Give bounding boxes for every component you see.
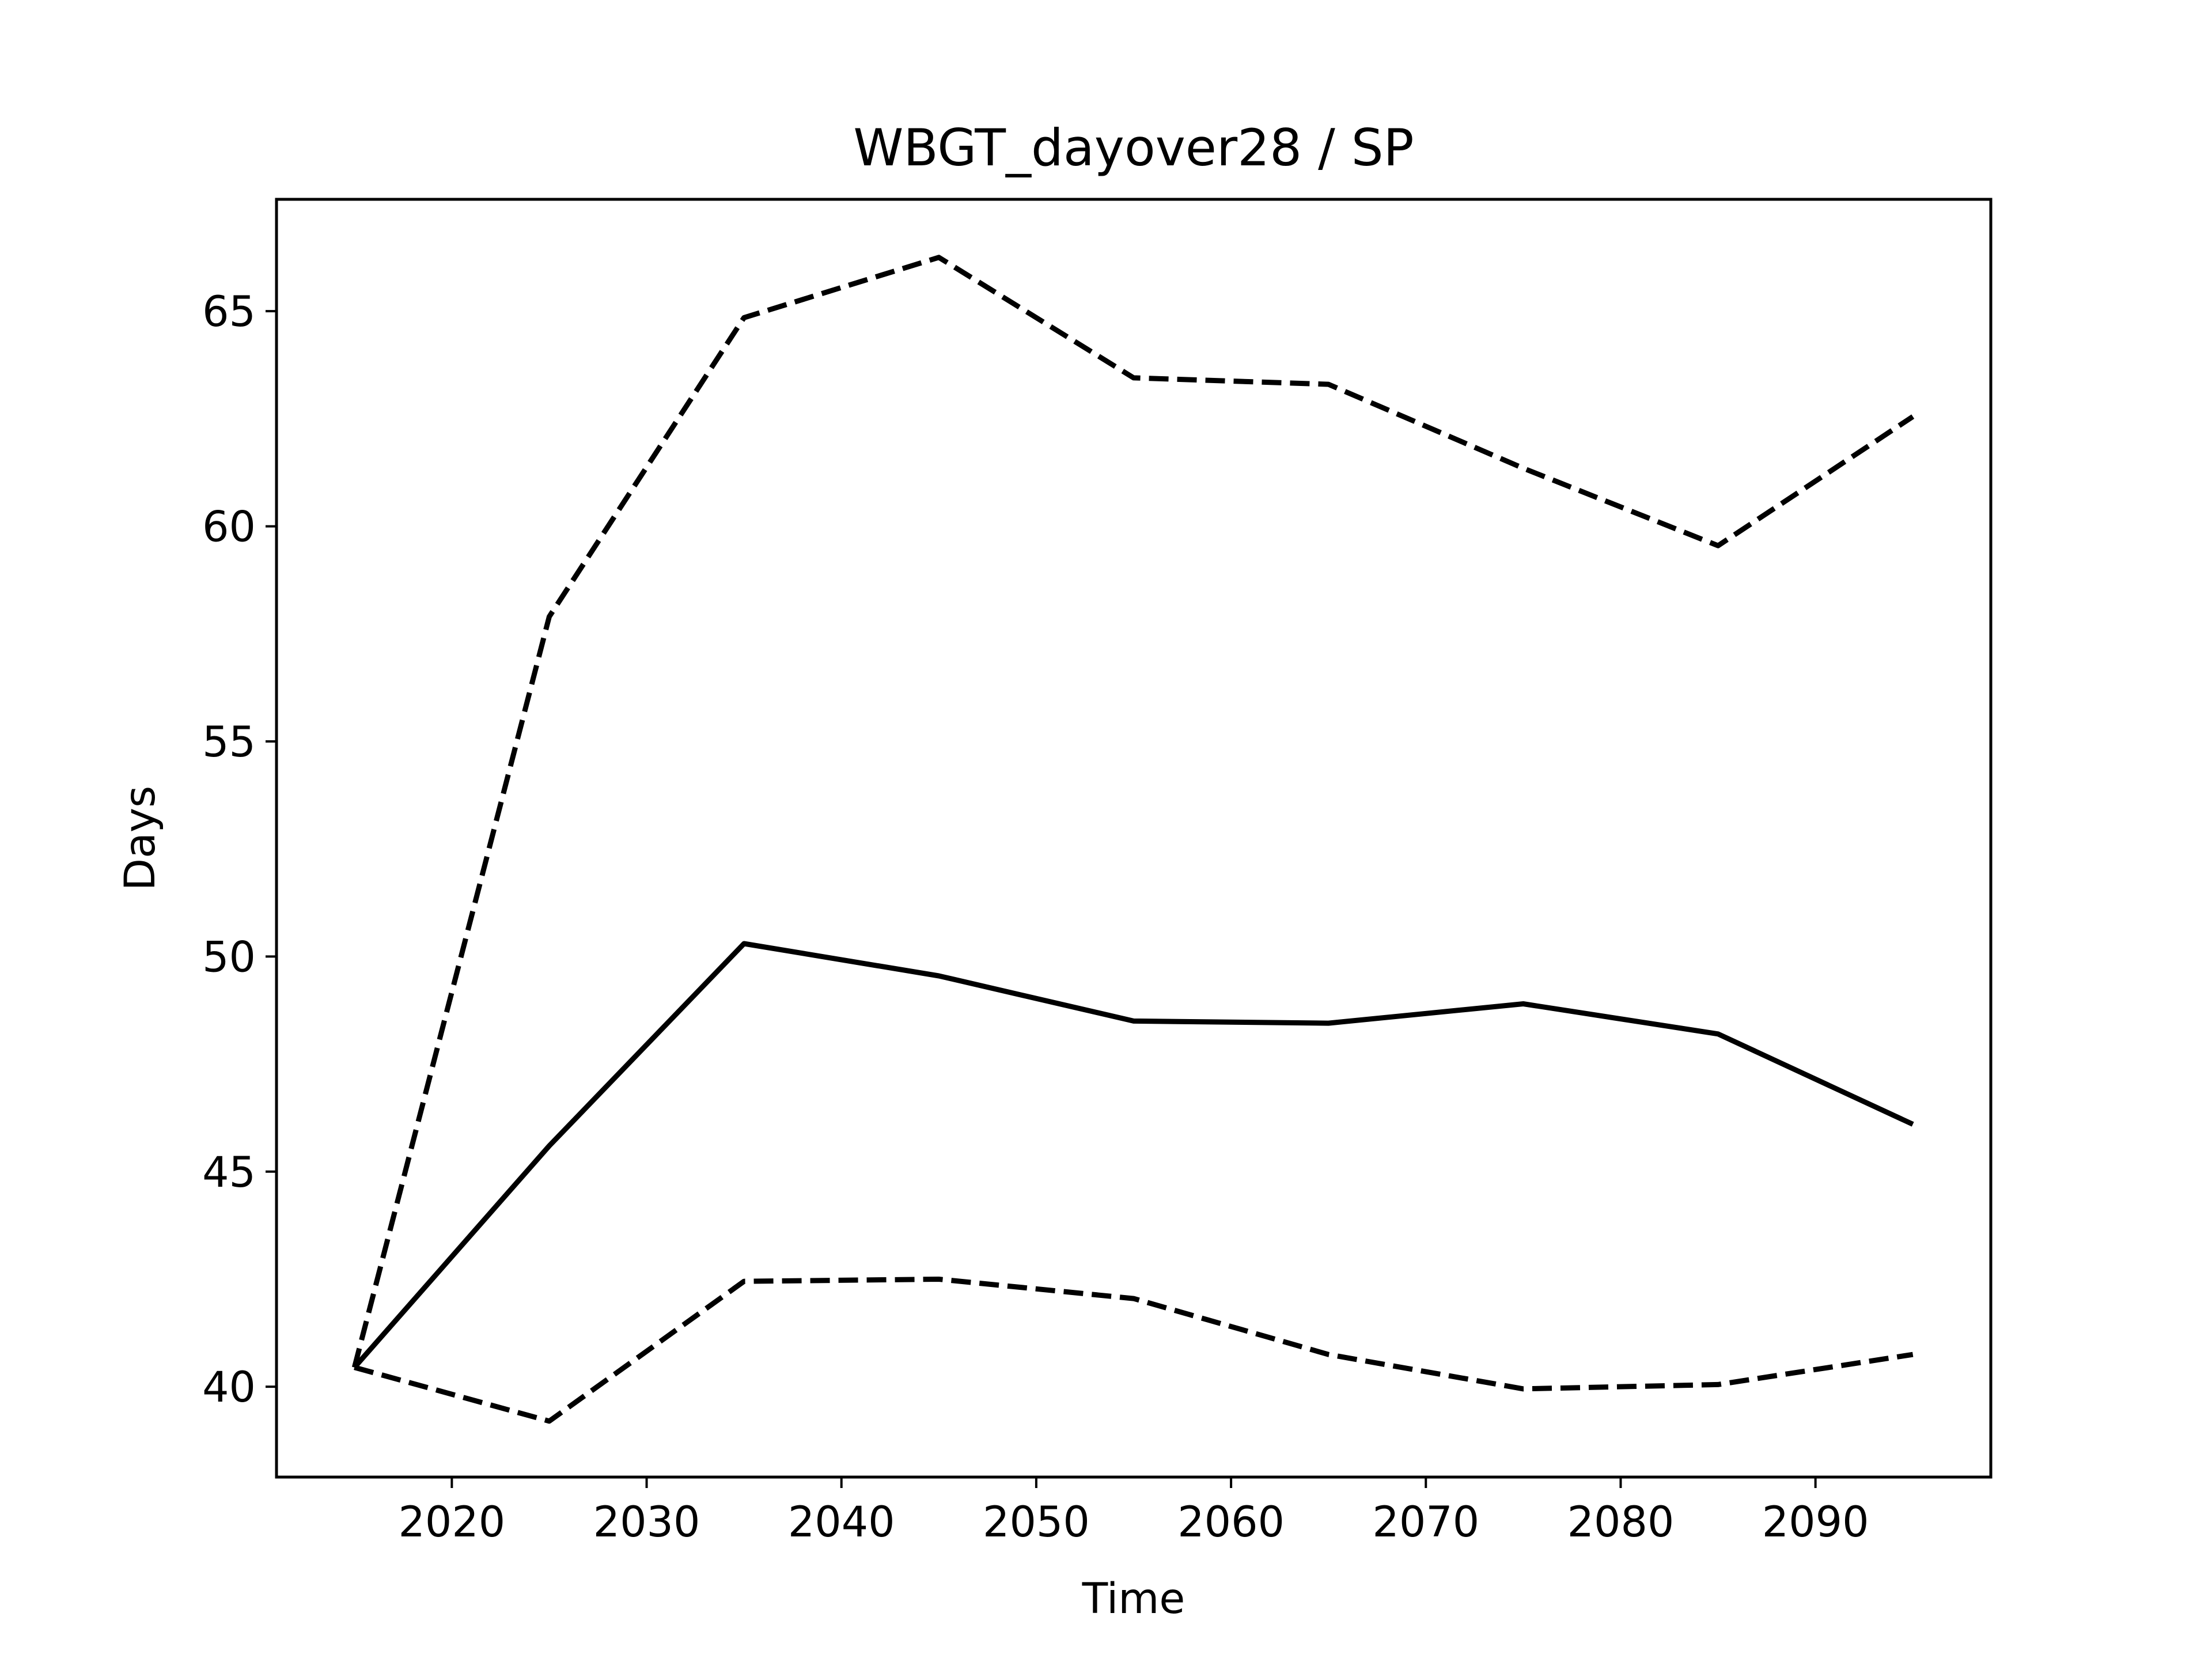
plot-frame — [275, 198, 1993, 1479]
y-tick-label: 55 — [202, 718, 256, 767]
lower-bound-line — [354, 1277, 1914, 1424]
x-tick-label: 2090 — [1762, 1498, 1869, 1547]
chart-title: WBGT_dayover28 / SP — [853, 118, 1414, 177]
y-tick-label: 45 — [202, 1148, 256, 1197]
median-line — [352, 941, 1914, 1369]
x-tick-label: 2050 — [983, 1498, 1090, 1547]
x-tick-label: 2030 — [593, 1498, 700, 1547]
x-tick-label: 2060 — [1177, 1498, 1285, 1547]
upper-bound-line — [351, 255, 1915, 1368]
x-tick-label: 2020 — [398, 1498, 505, 1547]
series-layer — [351, 255, 1915, 1424]
x-axis-label: Time — [1082, 1574, 1185, 1623]
y-tick-label: 50 — [202, 933, 256, 982]
y-tick-label: 60 — [202, 503, 256, 552]
x-tick-label: 2070 — [1372, 1498, 1479, 1547]
x-axis-ticks: 2020 2030 2040 2050 2060 2070 2080 2090 — [398, 1477, 1869, 1547]
y-axis-ticks: 40 45 50 55 60 65 — [202, 287, 276, 1412]
y-tick-label: 65 — [202, 287, 256, 336]
x-tick-label: 2080 — [1567, 1498, 1675, 1547]
y-axis-label: Days — [116, 786, 165, 891]
y-tick-label: 40 — [202, 1363, 256, 1412]
x-tick-label: 2040 — [788, 1498, 895, 1547]
